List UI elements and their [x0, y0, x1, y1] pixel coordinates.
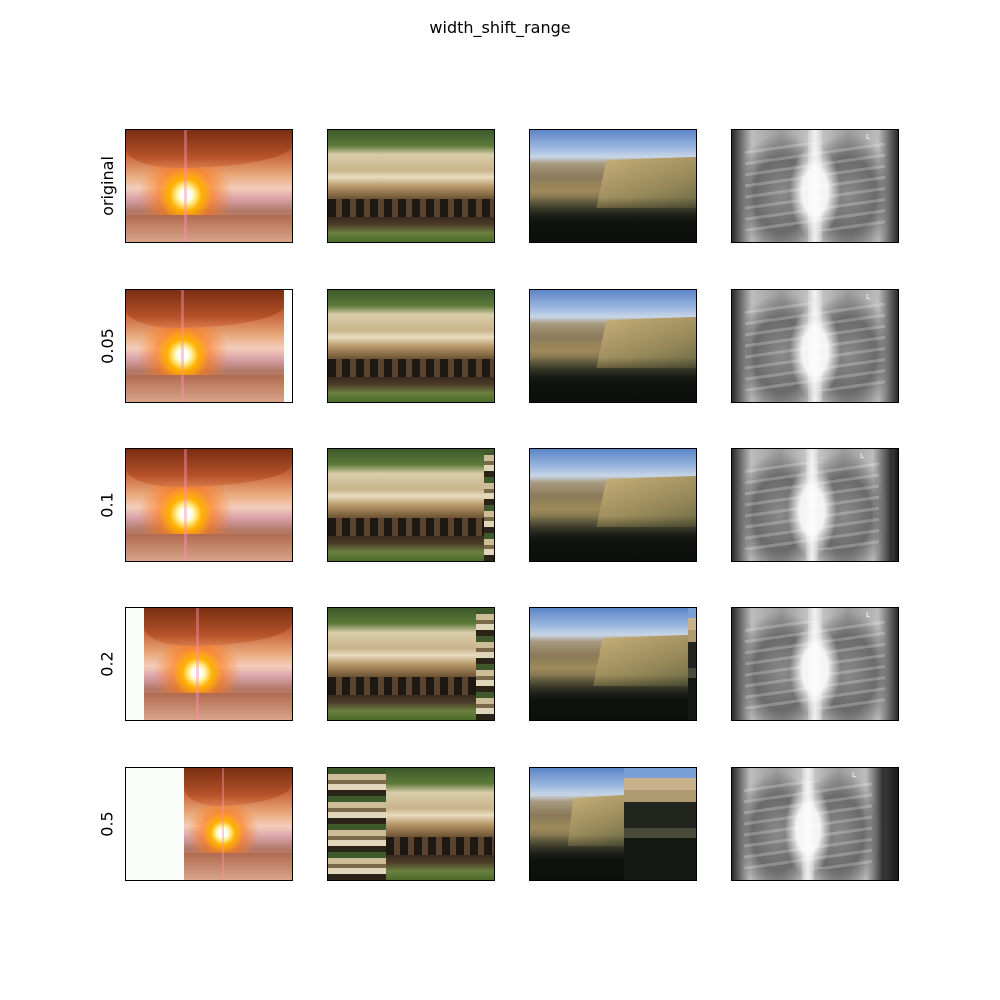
row-label-0-2: 0.2	[97, 651, 117, 677]
xray-side-marker: L	[860, 452, 864, 460]
row-label-original: original	[98, 156, 117, 216]
cliff-dwelling-image	[328, 449, 484, 561]
xray-side-marker: L	[866, 611, 870, 619]
cliff-dwelling-image	[328, 290, 494, 402]
canyon-overlook-image	[530, 449, 696, 561]
cliff-dwelling-image	[328, 130, 494, 242]
panel-sunrise-0-5	[125, 767, 293, 881]
shift-fill-region	[126, 608, 144, 720]
panel-sunrise-original	[125, 129, 293, 243]
shift-fill-region	[892, 449, 898, 561]
panel-cliff-original	[327, 129, 495, 243]
panel-canyon-original	[529, 129, 697, 243]
shift-fill-region	[688, 608, 696, 720]
chest-xray-image: L	[732, 290, 898, 402]
canyon-overlook-image	[530, 290, 696, 402]
row-label-0-5: 0.5	[97, 811, 117, 837]
shift-fill-region	[884, 768, 898, 880]
panel-xray-0-05: L	[731, 289, 899, 403]
panel-canyon-0-1	[529, 448, 697, 562]
panel-canyon-0-5	[529, 767, 697, 881]
row-label-0-05: 0.05	[98, 328, 117, 364]
panel-cliff-0-5	[327, 767, 495, 881]
panel-cliff-0-2	[327, 607, 495, 721]
panel-sunrise-0-05	[125, 289, 293, 403]
canyon-overlook-image	[530, 130, 696, 242]
shift-fill-region	[126, 768, 184, 880]
canyon-overlook-image	[530, 768, 624, 880]
xray-side-marker: L	[866, 293, 870, 301]
row-label-0-1: 0.1	[97, 492, 117, 518]
panel-sunrise-0-1	[125, 448, 293, 562]
canyon-overlook-image	[530, 608, 688, 720]
shift-fill-region	[284, 290, 292, 402]
shift-fill-region	[484, 449, 494, 561]
chest-xray-image: L	[732, 449, 892, 561]
chest-xray-image: L	[732, 608, 898, 720]
panel-sunrise-0-2	[125, 607, 293, 721]
panel-xray-original: L	[731, 129, 899, 243]
shift-fill-region	[328, 768, 386, 880]
panel-xray-0-1: L	[731, 448, 899, 562]
xray-side-marker: L	[852, 771, 856, 779]
figure-title: width_shift_range	[429, 18, 571, 37]
shift-fill-region	[476, 608, 494, 720]
xray-side-marker: L	[866, 133, 870, 141]
cliff-dwelling-image	[328, 608, 476, 720]
shift-fill-region	[624, 768, 696, 880]
panel-xray-0-2: L	[731, 607, 899, 721]
sunrise-arch-image	[126, 130, 292, 242]
panel-cliff-0-1	[327, 448, 495, 562]
panel-xray-0-5: L	[731, 767, 899, 881]
cliff-dwelling-image	[386, 768, 494, 880]
panel-canyon-0-05	[529, 289, 697, 403]
panel-canyon-0-2	[529, 607, 697, 721]
sunrise-arch-image	[126, 290, 284, 402]
panel-cliff-0-05	[327, 289, 495, 403]
chest-xray-image: L	[732, 768, 884, 880]
chest-xray-image: L	[732, 130, 898, 242]
sunrise-arch-image	[144, 608, 292, 720]
sunrise-arch-image	[126, 449, 292, 561]
sunrise-arch-image	[184, 768, 292, 880]
